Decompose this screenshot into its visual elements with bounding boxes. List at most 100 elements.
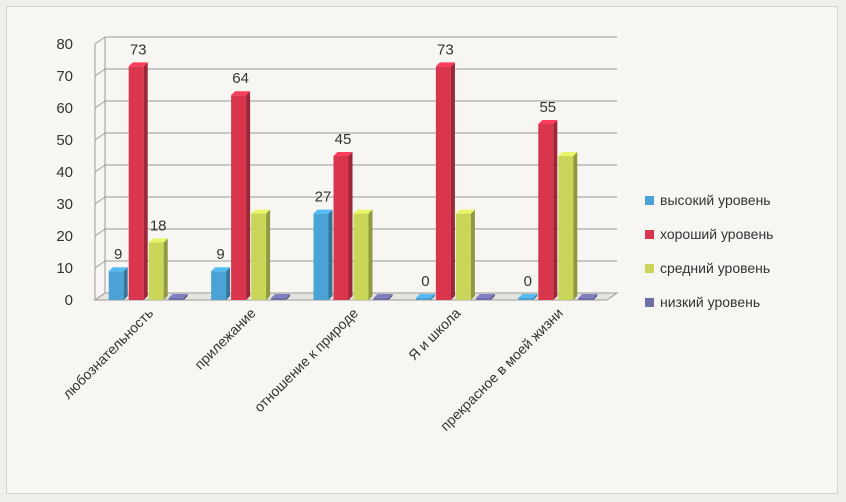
legend-item: высокий уровень [645, 192, 771, 208]
bar [251, 209, 271, 300]
bar [538, 120, 558, 300]
bar-side [490, 294, 495, 300]
data-label: 18 [150, 217, 167, 234]
bar-front [518, 298, 534, 300]
bar-front [271, 298, 287, 300]
legend-item: средний уровень [645, 260, 770, 276]
bar-side [183, 294, 188, 300]
bar-side [143, 62, 148, 301]
bars [108, 62, 598, 301]
y-tick-label: 20 [56, 228, 73, 245]
bar-front [435, 66, 451, 301]
bar-top [128, 62, 148, 67]
bar-side [470, 209, 475, 300]
legend-swatch [645, 230, 654, 239]
gridline-depth [94, 36, 106, 45]
gridline-depth [94, 100, 106, 109]
y-tick-label: 80 [56, 36, 73, 53]
bar-side [533, 294, 538, 300]
data-label: 9 [114, 246, 122, 263]
bar-front [251, 213, 267, 300]
gridline-depth [94, 164, 106, 173]
bar-front [128, 66, 144, 301]
bar [435, 62, 455, 301]
data-label: 55 [539, 99, 556, 116]
bar-side [328, 209, 333, 300]
bar-side [450, 62, 455, 301]
gridline-depth [94, 196, 106, 205]
bar-side [226, 267, 231, 300]
bar-front [148, 242, 164, 300]
bar-top [271, 294, 291, 298]
bar [148, 238, 168, 300]
bar-side [348, 152, 353, 300]
bar [128, 62, 148, 301]
data-label: 64 [232, 70, 249, 87]
bar-top [333, 152, 353, 156]
bar [168, 294, 188, 300]
category-label: Я и школа [405, 305, 464, 364]
y-tick-label: 0 [65, 292, 73, 309]
data-labels: 9 73 18 9 64 27 45 0 73 0 55 [114, 41, 556, 290]
bar [231, 91, 251, 300]
bar-side [368, 209, 373, 300]
y-tick-label: 30 [56, 196, 73, 213]
data-label: 0 [524, 273, 532, 290]
bar [578, 294, 598, 300]
legend-label: низкий уровень [660, 294, 760, 310]
bar-front [455, 213, 471, 300]
bar-top [231, 91, 251, 96]
bar [333, 152, 353, 300]
bar-front [373, 298, 389, 300]
legend-item: низкий уровень [645, 294, 760, 310]
bar [271, 294, 291, 300]
bar-top [415, 294, 435, 298]
bar-side [266, 209, 271, 300]
y-tick-label: 50 [56, 132, 73, 149]
bar [108, 267, 128, 300]
data-label: 73 [437, 41, 454, 58]
legend-label: высокий уровень [660, 192, 771, 208]
bar-front [168, 298, 184, 300]
bar-front [353, 213, 369, 300]
bar [415, 294, 435, 300]
gridline-depth [94, 68, 106, 77]
bar [518, 294, 538, 300]
bar-top [475, 294, 495, 298]
bar-front [313, 213, 329, 300]
legend-swatch [645, 196, 654, 205]
bar [558, 152, 578, 300]
data-label: 73 [130, 41, 147, 58]
bar-chart: 0 10 20 30 40 50 60 70 80 9 73 18 9 64 27 45 0 73 0 55 люб… [56, 36, 773, 434]
bar-top [108, 267, 128, 272]
bar-front [538, 124, 554, 300]
bar [313, 209, 333, 300]
legend-item: хороший уровень [645, 226, 773, 242]
bar [211, 267, 231, 300]
legend-label: хороший уровень [660, 226, 773, 242]
bar-side [388, 294, 393, 300]
bar-side [123, 267, 128, 300]
y-tick-label: 60 [56, 100, 73, 117]
bar-front [333, 156, 349, 300]
legend-swatch [645, 298, 654, 307]
legend-label: средний уровень [660, 260, 770, 276]
y-tick-label: 40 [56, 164, 73, 181]
bar-top [578, 294, 598, 298]
bar-side [163, 238, 168, 300]
bar-top [148, 238, 168, 243]
bar-top [353, 209, 373, 214]
bar-top [558, 152, 578, 156]
bar-top [251, 209, 271, 214]
gridline-depth [94, 132, 106, 141]
bar-side [246, 91, 251, 300]
bar-side [593, 294, 598, 300]
data-label: 27 [315, 189, 332, 206]
bar [373, 294, 393, 300]
bar-top [518, 294, 538, 298]
bar-front [231, 95, 247, 300]
bar [455, 209, 475, 300]
y-tick-label: 10 [56, 260, 73, 277]
category-label: прекрасное в моей жизни [437, 305, 566, 434]
bar-side [553, 120, 558, 300]
